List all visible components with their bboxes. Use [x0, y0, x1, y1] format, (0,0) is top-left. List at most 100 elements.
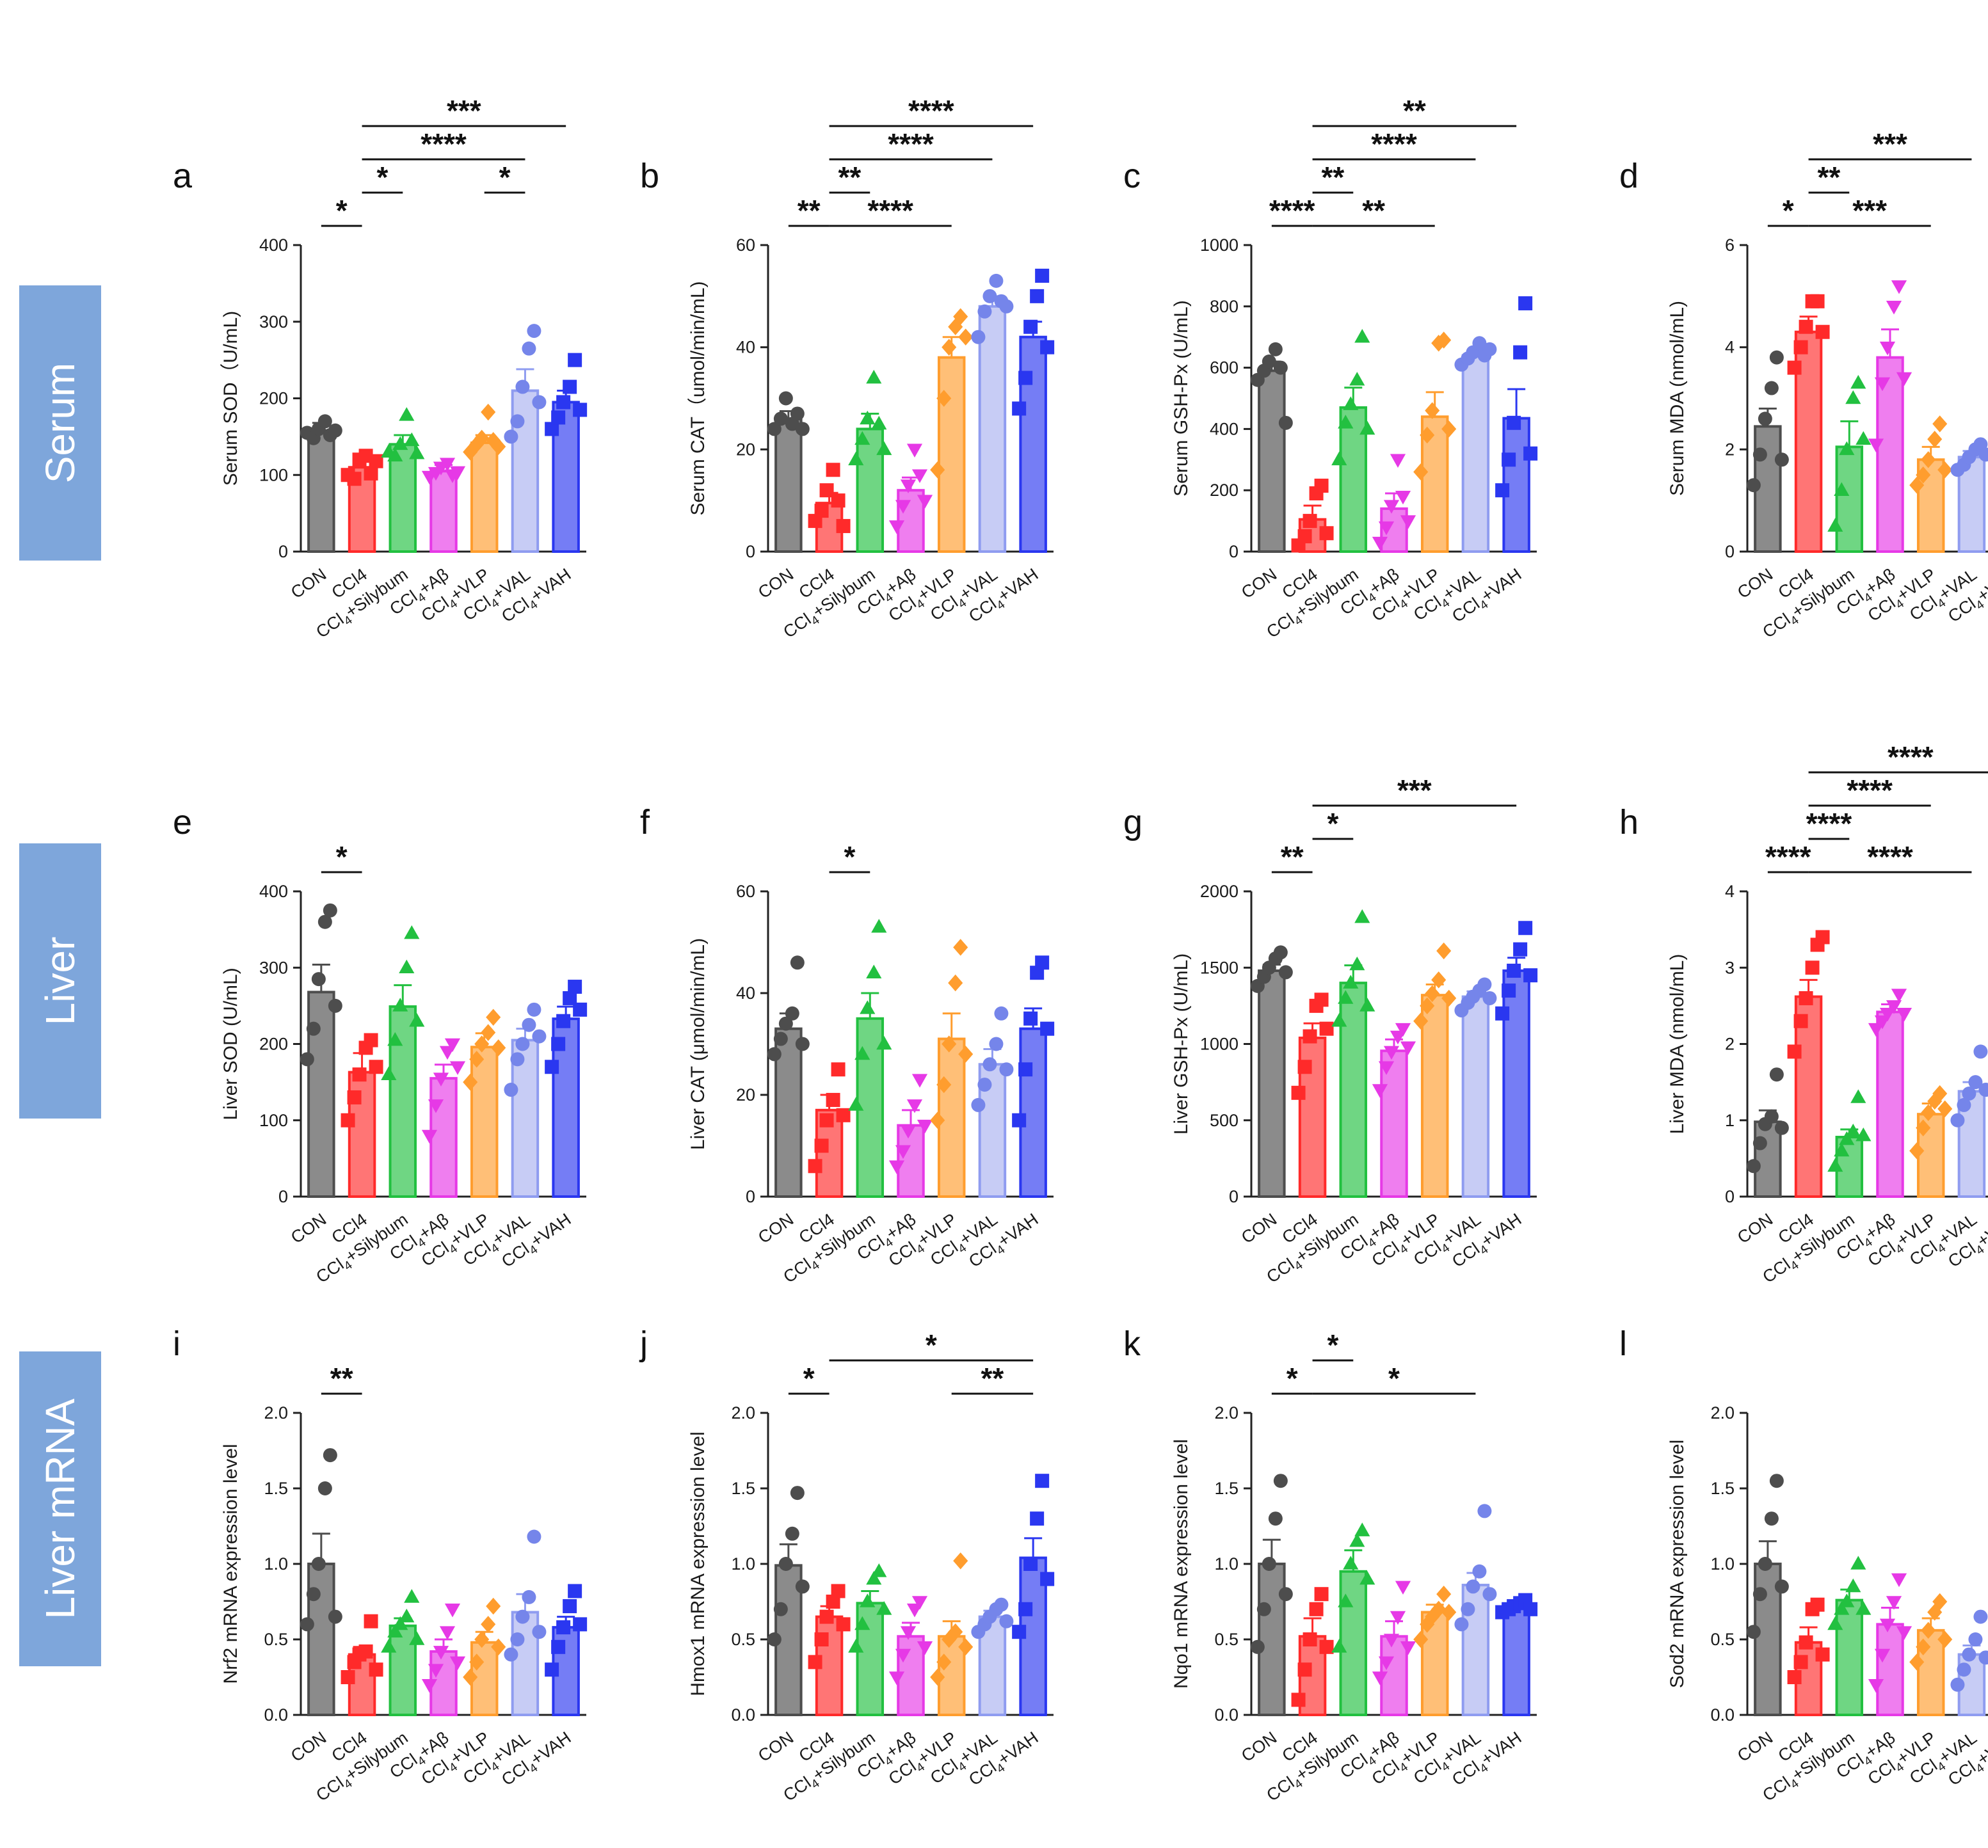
- data-point: [1746, 478, 1761, 493]
- bar: [1794, 995, 1823, 1198]
- y-tick-label: 400: [259, 235, 288, 255]
- data-point: [854, 431, 870, 445]
- data-point: [1018, 1062, 1033, 1077]
- data-point: [848, 1639, 864, 1653]
- data-point: [1018, 1602, 1033, 1616]
- data-point: [1868, 1679, 1884, 1693]
- y-tick-label: 3: [1725, 958, 1735, 977]
- data-point: [510, 414, 525, 429]
- data-point: [1297, 1662, 1312, 1677]
- bar: [470, 1046, 499, 1199]
- data-point: [1256, 1602, 1271, 1616]
- significance-label: *: [1783, 194, 1794, 227]
- y-tick-label: 2: [1725, 440, 1735, 459]
- data-point: [1962, 1087, 1976, 1101]
- data-point: [1774, 1120, 1789, 1135]
- bar: [307, 429, 335, 553]
- data-point: [826, 463, 840, 477]
- data-point: [1400, 515, 1416, 529]
- data-point: [439, 1626, 456, 1640]
- data-point: [381, 1639, 397, 1653]
- data-point: [1886, 301, 1902, 315]
- y-tick-label: 1.5: [1214, 1479, 1238, 1498]
- y-tick-label: 2.0: [1710, 1403, 1735, 1422]
- data-point: [1879, 1008, 1896, 1022]
- data-point: [814, 1138, 829, 1153]
- data-point: [1896, 1008, 1912, 1022]
- data-point: [369, 454, 383, 468]
- data-point: [1431, 971, 1447, 989]
- y-tick-label: 0.5: [731, 1630, 755, 1649]
- data-point: [369, 1662, 383, 1677]
- data-point: [1349, 1533, 1365, 1547]
- data-point: [999, 1062, 1014, 1077]
- data-point: [486, 1597, 501, 1615]
- data-point: [1262, 1557, 1276, 1571]
- data-point: [556, 1620, 571, 1635]
- data-point: [444, 1038, 461, 1053]
- data-point: [1400, 1041, 1416, 1055]
- y-tick-label: 100: [259, 1111, 288, 1130]
- data-point: [317, 1481, 332, 1495]
- data-point: [942, 1630, 957, 1648]
- data-point: [551, 1037, 566, 1051]
- data-point: [545, 1662, 559, 1677]
- data-point: [1810, 294, 1825, 308]
- data-point: [1968, 1632, 1983, 1646]
- bar: [774, 417, 803, 554]
- data-point: [1815, 1647, 1830, 1662]
- data-point: [1764, 1511, 1779, 1526]
- data-point: [836, 1617, 851, 1632]
- bar: [1876, 1010, 1904, 1199]
- significance-label: *: [336, 840, 348, 873]
- category-label: CON: [287, 1209, 330, 1247]
- data-point: [1834, 1601, 1850, 1615]
- panel-letter: b: [640, 157, 659, 195]
- data-point: [1413, 1012, 1429, 1030]
- data-point: [1354, 329, 1370, 343]
- data-point: [854, 1616, 870, 1630]
- data-point: [917, 1119, 933, 1134]
- data-point: [917, 1641, 933, 1655]
- data-point: [1441, 420, 1457, 438]
- data-point: [409, 445, 425, 459]
- data-point: [522, 1017, 536, 1032]
- y-tick-label: 1.0: [1710, 1554, 1735, 1573]
- data-point: [1431, 1600, 1447, 1618]
- data-point: [463, 1073, 478, 1091]
- data-point: [1746, 1625, 1761, 1639]
- bar: [937, 356, 966, 554]
- data-point: [1030, 1511, 1045, 1526]
- data-point: [1441, 1604, 1457, 1621]
- y-tick-label: 2.0: [264, 1403, 288, 1422]
- y-axis-label: Liver MDA (nmol/mL): [1667, 954, 1688, 1135]
- data-point: [1850, 1556, 1866, 1570]
- data-point: [1502, 452, 1516, 467]
- data-point: [545, 1060, 559, 1074]
- bar: [1258, 1563, 1286, 1716]
- data-point: [790, 955, 805, 970]
- data-point: [409, 1631, 425, 1645]
- data-point: [1891, 280, 1907, 294]
- data-point: [1769, 1067, 1784, 1082]
- category-label: CON: [755, 1209, 797, 1247]
- data-point: [1886, 1596, 1902, 1610]
- data-point: [1891, 1573, 1907, 1588]
- data-point: [469, 1051, 485, 1068]
- significance-label: ****: [867, 194, 913, 227]
- data-point: [953, 1552, 968, 1570]
- data-point: [1395, 1581, 1411, 1595]
- data-point: [1495, 483, 1510, 498]
- bar: [511, 1039, 540, 1198]
- data-point: [306, 1587, 321, 1602]
- data-point: [871, 1563, 887, 1577]
- data-point: [1752, 447, 1767, 462]
- significance-label: ****: [1888, 740, 1934, 774]
- bar: [1339, 1570, 1368, 1717]
- data-point: [1799, 319, 1813, 334]
- data-point: [1378, 1061, 1395, 1075]
- data-point: [573, 1617, 588, 1632]
- data-point: [515, 1609, 530, 1624]
- data-point: [532, 1029, 547, 1044]
